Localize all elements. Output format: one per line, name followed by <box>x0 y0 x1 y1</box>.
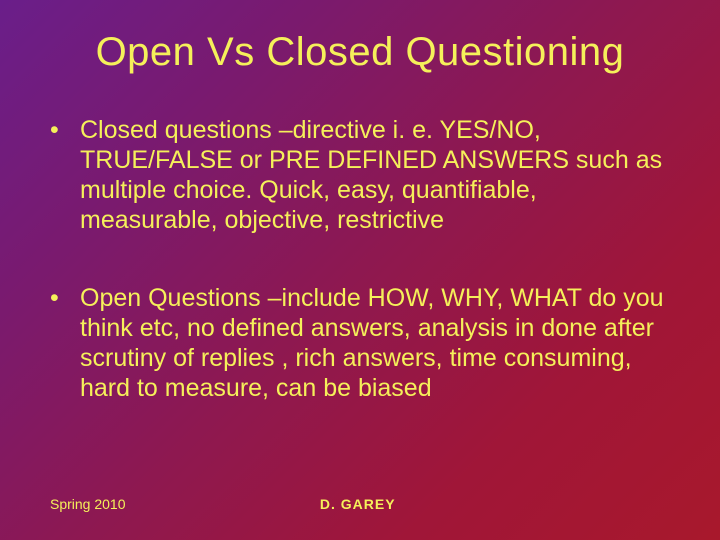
footer-author: D. GAREY <box>126 496 670 512</box>
slide-title: Open Vs Closed Questioning <box>50 30 670 75</box>
footer-date: Spring 2010 <box>50 496 126 512</box>
bullet-list: Closed questions –directive i. e. YES/NO… <box>50 115 670 403</box>
list-item: Open Questions –include HOW, WHY, WHAT d… <box>50 283 670 403</box>
slide-footer: Spring 2010 D. GAREY <box>50 496 670 512</box>
list-item: Closed questions –directive i. e. YES/NO… <box>50 115 670 235</box>
slide: Open Vs Closed Questioning Closed questi… <box>0 0 720 540</box>
